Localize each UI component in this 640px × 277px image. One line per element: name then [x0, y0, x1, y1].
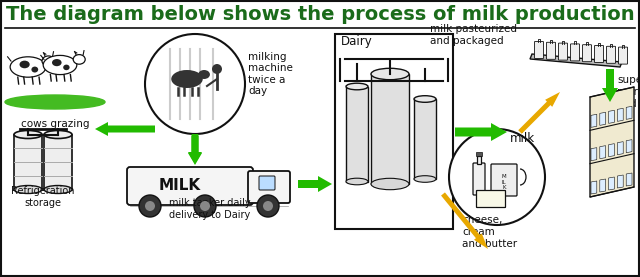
Ellipse shape [44, 186, 72, 194]
Ellipse shape [346, 83, 368, 90]
Circle shape [257, 195, 279, 217]
Ellipse shape [63, 65, 70, 70]
FancyBboxPatch shape [127, 167, 253, 205]
Text: cheese,
cream
and butter: cheese, cream and butter [462, 216, 517, 248]
Polygon shape [591, 148, 596, 161]
Ellipse shape [5, 95, 105, 109]
Polygon shape [188, 134, 202, 165]
Polygon shape [188, 136, 202, 164]
Ellipse shape [19, 61, 29, 68]
Circle shape [212, 64, 222, 74]
FancyBboxPatch shape [491, 164, 517, 196]
Circle shape [145, 201, 155, 211]
Ellipse shape [414, 176, 436, 182]
Circle shape [263, 201, 273, 211]
Polygon shape [455, 123, 507, 141]
Ellipse shape [371, 178, 409, 190]
Polygon shape [618, 142, 623, 155]
Polygon shape [626, 173, 632, 186]
Circle shape [449, 129, 545, 225]
FancyBboxPatch shape [473, 163, 485, 195]
Polygon shape [591, 114, 596, 127]
Ellipse shape [172, 70, 203, 88]
Text: Refrigeration
storage: Refrigeration storage [12, 186, 75, 208]
Bar [477, 156, 481, 164]
Text: MILK: MILK [159, 178, 201, 194]
Ellipse shape [44, 130, 72, 138]
Bar [371, 74, 409, 184]
Polygon shape [298, 176, 332, 192]
Text: super-
markets
and shops: super- markets and shops [617, 75, 640, 109]
Polygon shape [590, 87, 634, 197]
Bar [14, 135, 42, 189]
Polygon shape [609, 110, 614, 123]
Ellipse shape [31, 66, 38, 73]
FancyBboxPatch shape [248, 171, 290, 203]
Text: The diagram below shows the process of milk production: The diagram below shows the process of m… [6, 6, 634, 24]
Polygon shape [600, 179, 605, 192]
Polygon shape [518, 92, 560, 134]
Circle shape [145, 34, 245, 134]
Polygon shape [609, 144, 614, 157]
Ellipse shape [10, 57, 46, 77]
FancyBboxPatch shape [259, 176, 275, 190]
FancyBboxPatch shape [559, 43, 568, 60]
Text: milking
machine
twice a
day: milking machine twice a day [248, 52, 293, 96]
Polygon shape [626, 140, 632, 153]
Polygon shape [609, 177, 614, 190]
FancyBboxPatch shape [547, 42, 556, 59]
Polygon shape [95, 122, 155, 136]
Ellipse shape [44, 55, 77, 75]
Polygon shape [441, 193, 488, 249]
Ellipse shape [198, 70, 210, 79]
FancyBboxPatch shape [582, 45, 591, 62]
Text: milk tanker daily
delivery to Dairy: milk tanker daily delivery to Dairy [169, 198, 251, 220]
Circle shape [194, 195, 216, 217]
Polygon shape [591, 181, 596, 194]
FancyBboxPatch shape [595, 45, 604, 63]
Circle shape [139, 195, 161, 217]
Polygon shape [618, 175, 623, 188]
Ellipse shape [42, 56, 55, 66]
Ellipse shape [414, 96, 436, 102]
Ellipse shape [52, 59, 61, 66]
Polygon shape [530, 54, 622, 67]
Ellipse shape [371, 68, 409, 80]
Text: cows grazing: cows grazing [20, 119, 89, 129]
Ellipse shape [346, 178, 368, 185]
FancyBboxPatch shape [570, 44, 579, 61]
Polygon shape [602, 69, 618, 102]
FancyBboxPatch shape [534, 42, 543, 58]
Text: milk: milk [510, 132, 535, 145]
Text: milk pasteurized
and packaged: milk pasteurized and packaged [430, 24, 517, 46]
Polygon shape [600, 112, 605, 125]
Text: M
IL
K: M IL K [502, 174, 506, 190]
Ellipse shape [14, 186, 42, 194]
Circle shape [200, 201, 210, 211]
Bar [414, 99, 436, 179]
Bar [476, 152, 482, 156]
Ellipse shape [14, 130, 42, 138]
Polygon shape [618, 108, 623, 121]
Bar [44, 135, 72, 189]
Bar [346, 86, 368, 181]
FancyBboxPatch shape [477, 191, 506, 207]
Text: Dairy: Dairy [341, 35, 372, 48]
FancyBboxPatch shape [618, 47, 627, 64]
FancyBboxPatch shape [607, 46, 616, 63]
Bar [335, 34, 453, 229]
Polygon shape [600, 146, 605, 159]
Polygon shape [626, 106, 632, 119]
Ellipse shape [73, 55, 85, 64]
